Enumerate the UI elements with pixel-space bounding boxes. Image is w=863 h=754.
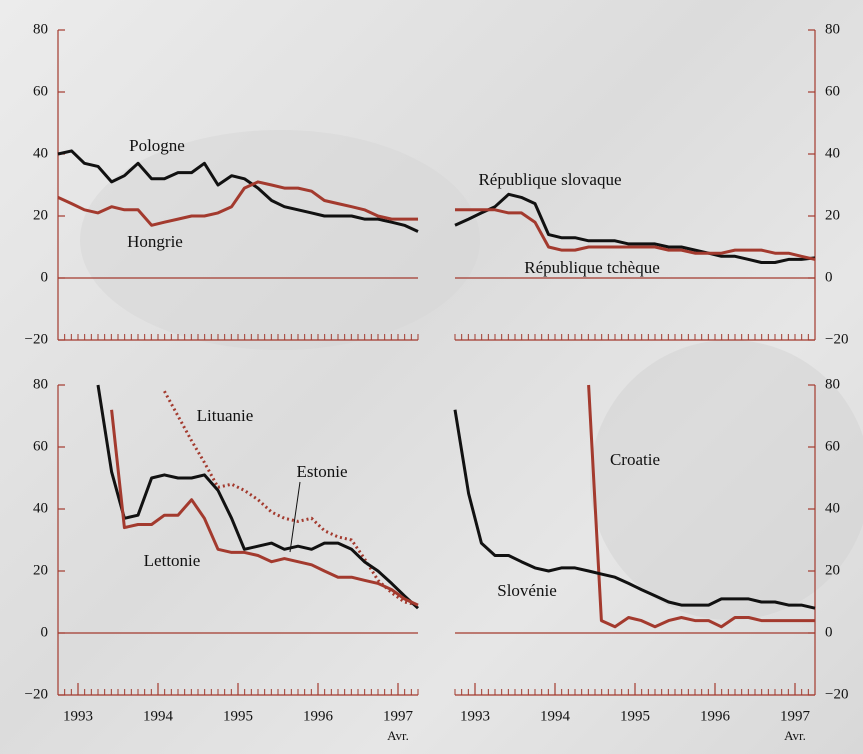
y-tick-label: −20 bbox=[825, 331, 848, 347]
y-tick-label: 80 bbox=[33, 376, 48, 392]
series-line bbox=[455, 208, 816, 261]
y-tick-label: 20 bbox=[825, 562, 840, 578]
y-tick-label: −20 bbox=[25, 331, 48, 347]
background-ship bbox=[80, 130, 480, 350]
series-label: République slovaque bbox=[478, 170, 621, 189]
x-tick-label: 1996 bbox=[303, 708, 334, 724]
series-line bbox=[454, 192, 816, 264]
series-line bbox=[57, 149, 419, 233]
y-tick-label: 0 bbox=[825, 624, 833, 640]
x-tick-label: 1995 bbox=[223, 708, 253, 724]
y-tick-label: 40 bbox=[33, 500, 48, 516]
y-tick-label: 60 bbox=[825, 438, 840, 454]
y-tick-label: 20 bbox=[825, 207, 840, 223]
y-tick-label: 80 bbox=[825, 376, 840, 392]
y-tick-label: 60 bbox=[33, 438, 48, 454]
y-tick-label: 80 bbox=[33, 21, 48, 37]
y-tick-label: 0 bbox=[41, 624, 49, 640]
x-tick-label: 1994 bbox=[540, 708, 571, 724]
y-tick-label: 20 bbox=[33, 207, 48, 223]
y-tick-label: 40 bbox=[33, 145, 48, 161]
series-label: Pologne bbox=[129, 136, 185, 155]
series-label: République tchèque bbox=[524, 258, 660, 277]
series-line bbox=[453, 409, 816, 610]
y-tick-label: 60 bbox=[825, 83, 840, 99]
y-tick-label: 40 bbox=[825, 145, 840, 161]
series-label: Estonie bbox=[297, 462, 348, 481]
y-tick-label: 60 bbox=[33, 83, 48, 99]
series-line bbox=[57, 180, 418, 227]
x-tick-label: 1997 bbox=[780, 708, 811, 724]
series-line bbox=[587, 384, 815, 629]
y-tick-label: 20 bbox=[33, 562, 48, 578]
x-note: Avr. bbox=[784, 728, 806, 743]
series-line bbox=[96, 384, 420, 610]
series-label: Croatie bbox=[610, 450, 660, 469]
series-line bbox=[110, 409, 419, 607]
y-tick-label: −20 bbox=[25, 686, 48, 702]
x-tick-label: 1993 bbox=[460, 708, 490, 724]
series-label: Slovénie bbox=[497, 581, 557, 600]
y-tick-label: 40 bbox=[825, 500, 840, 516]
x-note: Avr. bbox=[387, 728, 409, 743]
series-line bbox=[163, 390, 419, 607]
x-tick-label: 1995 bbox=[620, 708, 650, 724]
series-label: Lettonie bbox=[144, 551, 201, 570]
series-label: Lituanie bbox=[197, 406, 254, 425]
background-coin bbox=[590, 340, 863, 620]
x-tick-label: 1994 bbox=[143, 708, 174, 724]
annotation-pointer bbox=[289, 481, 301, 553]
y-tick-label: 80 bbox=[825, 21, 840, 37]
y-tick-label: 0 bbox=[825, 269, 833, 285]
x-tick-label: 1996 bbox=[700, 708, 731, 724]
x-tick-label: 1993 bbox=[63, 708, 93, 724]
y-tick-label: −20 bbox=[825, 686, 848, 702]
y-tick-label: 0 bbox=[41, 269, 49, 285]
x-tick-label: 1997 bbox=[383, 708, 414, 724]
series-label: Hongrie bbox=[127, 232, 183, 251]
